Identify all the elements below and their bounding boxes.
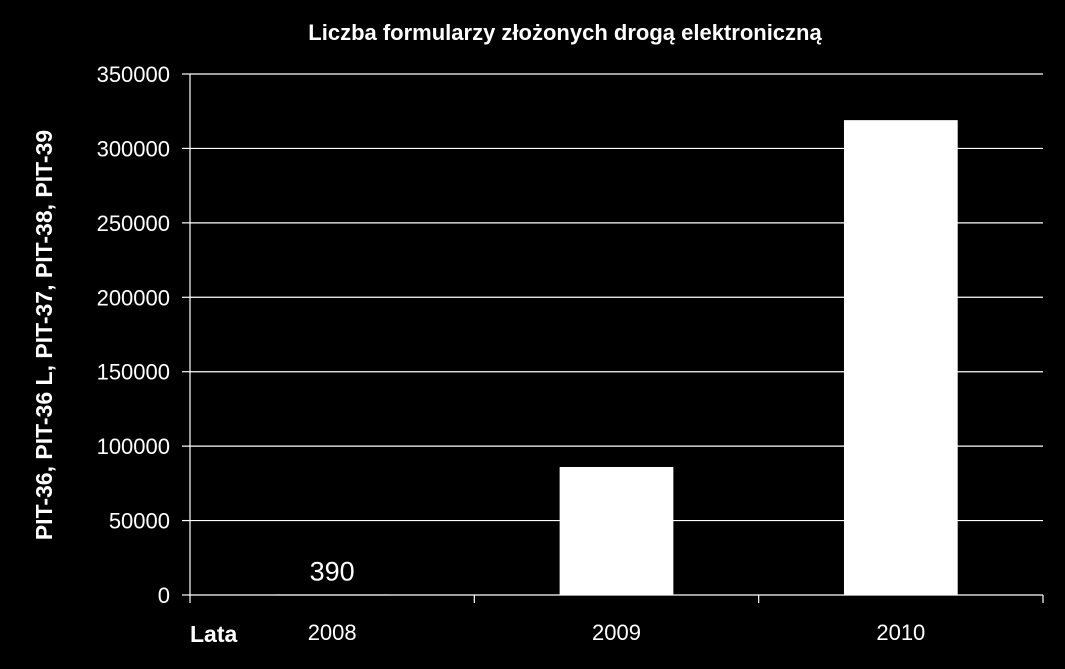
y-axis-label: PIT-36, PIT-36 L, PIT-37, PIT-38, PIT-39 [31, 130, 57, 540]
y-tick-label: 100000 [97, 434, 170, 459]
data-label-2008: 390 [310, 556, 355, 586]
y-tick-label: 250000 [97, 211, 170, 236]
y-tick-label: 300000 [97, 136, 170, 161]
x-tick-label: 2010 [876, 620, 925, 645]
x-tick-label: 2008 [308, 620, 357, 645]
bar-2009 [559, 466, 674, 595]
x-tick-label: 2009 [592, 620, 641, 645]
y-tick-label: 200000 [97, 285, 170, 310]
chart-title: Liczba formularzy złożonych drogą elektr… [308, 20, 822, 45]
bar-2010 [843, 120, 958, 595]
y-tick-label: 0 [158, 583, 170, 608]
y-tick-label: 350000 [97, 62, 170, 87]
y-tick-label: 50000 [109, 509, 170, 534]
y-tick-label: 150000 [97, 360, 170, 385]
x-axis-label: Lata [190, 621, 238, 647]
